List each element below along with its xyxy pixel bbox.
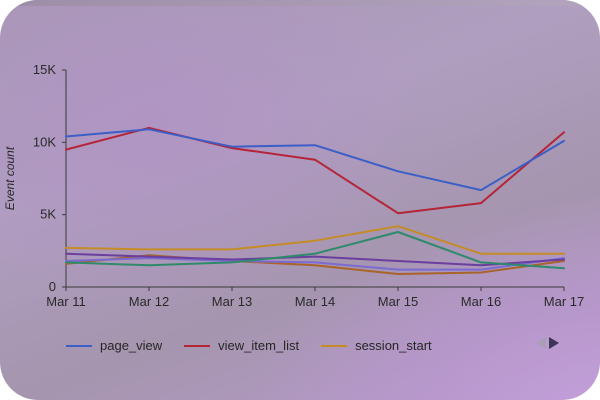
- legend-label: view_item_list: [218, 338, 300, 353]
- series-line-page-view: [65, 128, 565, 192]
- legend-item-view-item-list[interactable]: view_item_list: [184, 338, 299, 353]
- x-tick-label: Mar 15: [378, 294, 418, 309]
- x-tick-label: Mar 17: [544, 294, 584, 309]
- legend-pager: [536, 337, 559, 349]
- y-tick-label: 10K: [33, 134, 56, 149]
- series-line-unlabeled-6: [65, 254, 565, 275]
- series-line-unlabeled-3: [65, 231, 565, 270]
- chevron-right-icon[interactable]: [549, 337, 559, 349]
- legend-item-page-view[interactable]: page_view: [66, 338, 162, 353]
- chevron-left-icon[interactable]: [536, 337, 546, 349]
- series-line-unlabeled-5: [65, 257, 565, 271]
- series-line-unlabeled-4: [65, 252, 565, 267]
- legend-label: page_view: [100, 338, 163, 353]
- card-top-edge: [0, 0, 600, 6]
- y-tick-label: 5K: [40, 207, 56, 222]
- x-tick-label: Mar 12: [129, 294, 169, 309]
- chart-legend: page_view view_item_list session_start: [66, 338, 454, 353]
- x-tick-label: Mar 16: [461, 294, 501, 309]
- series-line-view-item-list: [65, 126, 565, 215]
- x-tick-label: Mar 14: [295, 294, 335, 309]
- x-tick-label: Mar 11: [46, 294, 86, 309]
- y-axis-title: Event count: [3, 146, 17, 210]
- x-tick-label: Mar 13: [212, 294, 252, 309]
- series-line-session-start: [65, 225, 565, 255]
- legend-item-session-start[interactable]: session_start: [321, 338, 432, 353]
- y-tick-label: 0: [49, 279, 56, 294]
- legend-swatch: [184, 344, 211, 347]
- legend-label: session_start: [355, 338, 432, 353]
- y-tick-label: 15K: [33, 62, 56, 77]
- legend-swatch: [321, 344, 348, 347]
- legend-swatch: [66, 344, 92, 347]
